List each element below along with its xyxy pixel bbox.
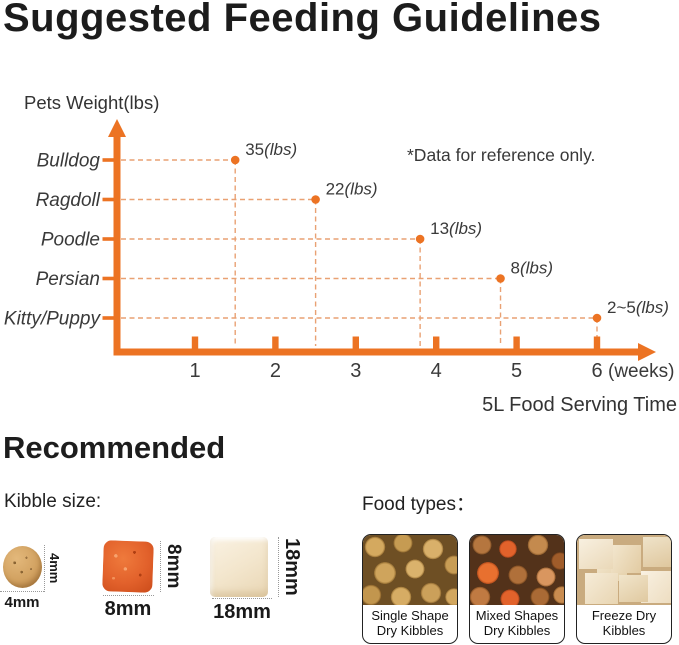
mixed-shapes-kibbles-photo — [470, 535, 564, 605]
x-tick-label: 6 — [591, 360, 602, 382]
caption-line: Kibbles — [602, 622, 646, 638]
food-type-card-mixed-shapes: Mixed Shapes Dry Kibbles — [469, 534, 565, 644]
data-point-label: 13(lbs) — [430, 219, 482, 238]
food-type-caption: Mixed Shapes Dry Kibbles — [470, 605, 564, 638]
freeze-dry-kibbles-photo — [577, 535, 671, 605]
x-unit-label: (weeks) — [608, 361, 675, 382]
y-axis-title: Pets Weight(lbs) — [24, 92, 160, 113]
x-tick — [433, 336, 440, 349]
x-tick-label: 4 — [431, 360, 442, 382]
width-measure-line — [0, 591, 44, 592]
y-axis — [113, 135, 121, 356]
width-measure-line — [212, 598, 272, 599]
y-tick — [102, 316, 115, 320]
kibble-width-label: 18mm — [213, 601, 271, 623]
single-shape-kibbles-photo — [363, 535, 457, 605]
category-label: Kitty/Puppy — [4, 309, 102, 330]
category-label: Ragdoll — [36, 190, 101, 211]
caption-line: Dry Kibbles — [483, 622, 551, 638]
caption-line: Freeze Dry — [591, 608, 657, 623]
y-tick — [102, 276, 115, 281]
recommended-heading: Recommended — [3, 430, 226, 465]
food-types-label: Food types： — [362, 494, 475, 515]
cube-kibble-18mm — [210, 537, 268, 597]
x-axis-arrow-icon — [638, 343, 656, 361]
x-tick-label: 5 — [511, 360, 522, 382]
feeding-chart-canvas: 1 2 3 4 5 6 (weeks) Bulldog 35(lbs) Ragdoll 22(lbs… — [4, 119, 675, 382]
data-point — [496, 274, 505, 283]
x-tick — [513, 336, 520, 349]
x-tick — [272, 336, 279, 349]
height-measure-line — [278, 537, 279, 597]
data-point-label: 2~5(lbs) — [607, 298, 669, 317]
square-kibble-8mm — [102, 540, 154, 593]
data-point — [592, 313, 602, 323]
x-tick-label: 1 — [189, 360, 200, 382]
caption-line: Dry Kibbles — [376, 622, 444, 638]
food-type-card-freeze-dry: Freeze Dry Kibbles — [576, 534, 672, 644]
data-point — [230, 155, 240, 165]
category-label: Poodle — [41, 230, 100, 251]
kibble-height-label: 4mm — [47, 552, 62, 584]
caption-line: Mixed Shapes — [475, 608, 559, 623]
kibble-width-label: 4mm — [4, 594, 40, 611]
y-axis-arrow-icon — [108, 119, 126, 137]
y-tick — [102, 197, 115, 202]
kibble-height-label: 18mm — [281, 538, 303, 596]
data-point-label: 35(lbs) — [245, 140, 297, 159]
food-type-caption: Single Shape Dry Kibbles — [363, 605, 457, 638]
caption-line: Single Shape — [371, 608, 449, 623]
x-axis-title: 5L Food Serving Time — [482, 394, 677, 416]
category-label: Bulldog — [37, 151, 101, 172]
food-type-caption: Freeze Dry Kibbles — [577, 605, 671, 638]
data-point-label: 22(lbs) — [326, 180, 378, 199]
width-measure-line — [103, 595, 154, 596]
category-label: Persian — [36, 269, 100, 290]
y-tick — [102, 237, 115, 241]
x-tick-label: 3 — [350, 360, 361, 382]
data-point — [415, 234, 425, 244]
chart-note: *Data for reference only. — [407, 145, 596, 165]
x-tick — [352, 336, 359, 349]
height-measure-line — [160, 541, 161, 592]
kibble-height-label: 8mm — [163, 544, 184, 589]
data-point — [311, 195, 320, 204]
page-title: Suggested Feeding Guidelines — [3, 0, 602, 40]
round-kibble-4mm — [3, 546, 42, 588]
x-tick-label: 2 — [270, 360, 281, 382]
x-tick — [593, 336, 601, 349]
food-type-card-single-shape: Single Shape Dry Kibbles — [362, 534, 458, 644]
data-point-label: 8(lbs) — [511, 259, 554, 278]
kibble-width-label: 8mm — [104, 598, 152, 620]
x-axis — [113, 348, 646, 356]
height-measure-line — [44, 545, 45, 592]
kibble-size-label: Kibble size: — [4, 491, 102, 512]
x-tick — [191, 336, 199, 349]
y-tick — [102, 158, 115, 162]
